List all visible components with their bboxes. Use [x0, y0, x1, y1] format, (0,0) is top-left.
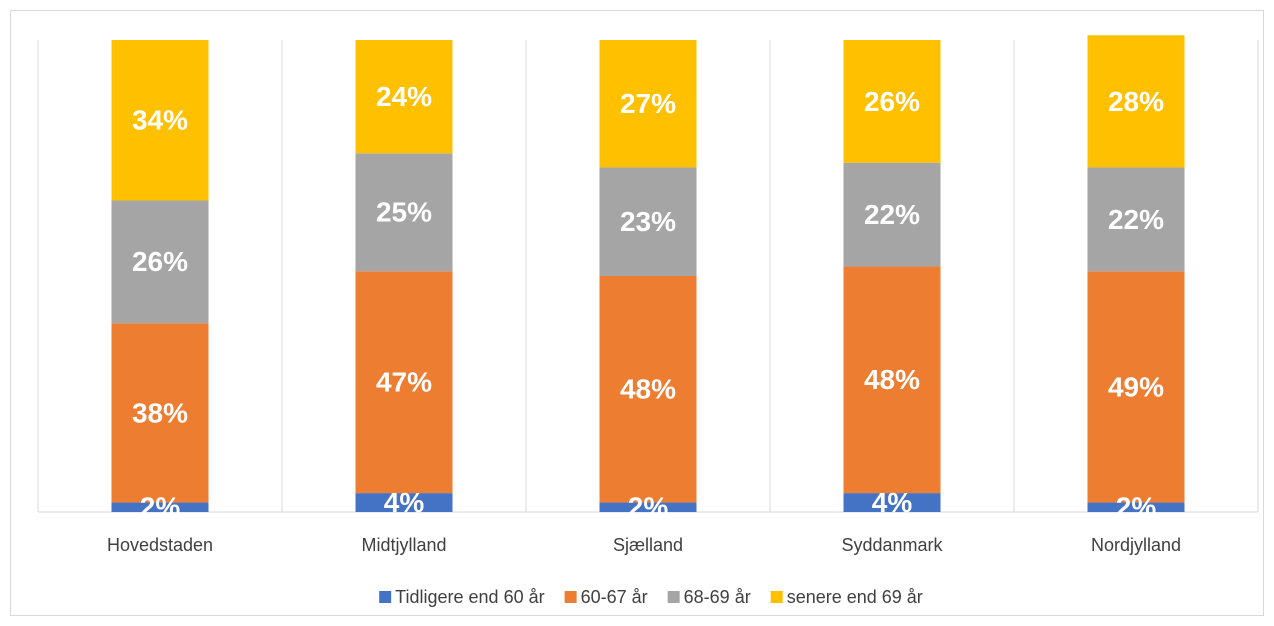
legend-label: 68-69 år	[684, 587, 751, 607]
value-label: 27%	[620, 88, 676, 119]
x-tick-label: Syddanmark	[841, 535, 943, 555]
value-label: 2%	[628, 492, 669, 523]
value-label: 23%	[620, 206, 676, 237]
bar-segment	[843, 266, 941, 494]
x-tick-label: Midtjylland	[361, 535, 446, 555]
bar-segment	[599, 40, 697, 168]
bar-segment	[355, 153, 453, 272]
x-tick-label: Sjælland	[613, 535, 683, 555]
value-label: 2%	[1116, 492, 1157, 523]
value-label: 4%	[384, 487, 425, 518]
bar-segment	[111, 502, 209, 512]
bar-segment	[843, 493, 941, 512]
value-label: 24%	[376, 81, 432, 112]
bar-segment	[1087, 271, 1185, 503]
value-label: 49%	[1108, 371, 1164, 402]
bars	[111, 35, 1185, 512]
legend-swatch	[667, 591, 680, 603]
legend-label: Tidligere end 60 år	[395, 587, 544, 607]
legend-label: senere end 69 år	[787, 587, 923, 607]
value-label: 25%	[376, 197, 432, 228]
value-label: 26%	[864, 86, 920, 117]
bar-segment	[843, 40, 941, 163]
value-label: 26%	[132, 246, 188, 277]
bar-segment	[111, 40, 209, 201]
value-label: 28%	[1108, 86, 1164, 117]
bar-segment	[599, 502, 697, 512]
bar-segment	[843, 162, 941, 267]
value-label: 4%	[872, 487, 913, 518]
bar-segment	[1087, 167, 1185, 272]
value-label: 38%	[132, 397, 188, 428]
bar-segment	[111, 323, 209, 503]
bar-segment	[355, 271, 453, 494]
bar-segment	[111, 200, 209, 324]
value-label: 48%	[864, 364, 920, 395]
bar-segment	[1087, 502, 1185, 512]
value-label: 22%	[1108, 204, 1164, 235]
bar-segment	[1087, 35, 1185, 168]
legend: Tidligere end 60 år 60-67 år 68-69 år sener…	[379, 587, 923, 607]
x-tick-label: Nordjylland	[1091, 535, 1181, 555]
legend-swatch	[564, 591, 577, 603]
bar-segment	[355, 40, 453, 154]
value-label: 48%	[620, 374, 676, 405]
value-label: 22%	[864, 199, 920, 230]
labels: 2% 38% 26% 34% Hovedstaden 4% 47% 25% 24% Midtjyl…	[107, 81, 1181, 555]
value-label: 47%	[376, 367, 432, 398]
legend-swatch	[770, 591, 783, 603]
bar-segment	[355, 493, 453, 512]
legend-swatch	[379, 591, 392, 603]
bar-segment	[599, 167, 697, 276]
x-tick-label: Hovedstaden	[107, 535, 213, 555]
legend-label: 60-67 år	[581, 587, 648, 607]
value-label: 2%	[140, 492, 181, 523]
value-label: 34%	[132, 105, 188, 136]
bar-segment	[599, 276, 697, 503]
